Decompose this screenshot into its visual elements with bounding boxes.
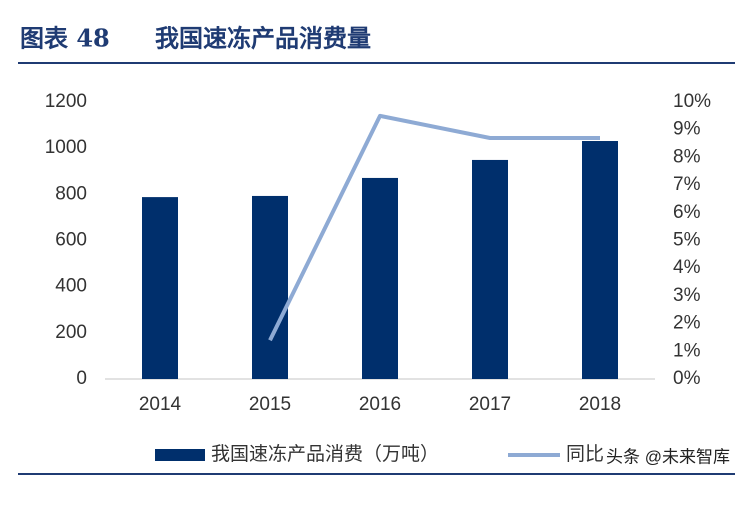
figure-label: 图表 48 [20, 24, 110, 53]
y2-tick-label: 6% [673, 202, 701, 223]
y-tick-label: 1200 [45, 91, 87, 112]
y-tick-label: 600 [55, 230, 87, 251]
bar [472, 159, 508, 379]
x-tick-label: 2017 [469, 394, 511, 415]
y2-tick-label: 0% [673, 368, 701, 389]
y2-tick-label: 7% [673, 174, 701, 195]
y2-tick-label: 2% [673, 313, 701, 334]
line [268, 113, 600, 342]
legend-label: 同比 [566, 443, 604, 465]
y2-tick-label: 9% [673, 119, 701, 140]
y2-tick-label: 5% [673, 230, 701, 251]
y2-tick-label: 10% [673, 91, 711, 112]
y-tick-label: 1000 [45, 137, 87, 158]
legend-label: 我国速冻产品消费（万吨） [211, 443, 439, 465]
legend-swatch [155, 449, 205, 461]
y-tick-label: 200 [55, 322, 87, 343]
x-tick-label: 2014 [139, 394, 182, 415]
y2-tick-label: 3% [673, 285, 701, 306]
x-tick-label: 2015 [249, 394, 291, 415]
bar [362, 177, 398, 379]
bar [252, 195, 288, 379]
y-tick-label: 0 [76, 368, 87, 389]
chart-title: 我国速冻产品消费量 [155, 24, 371, 53]
bar [142, 197, 178, 379]
bar [582, 141, 618, 379]
y2-tick-label: 4% [673, 257, 701, 278]
y2-tick-label: 1% [673, 340, 701, 361]
watermark: 头条 @未来智库 [606, 447, 730, 466]
x-tick-label: 2016 [359, 394, 401, 415]
y2-tick-label: 8% [673, 146, 701, 167]
x-tick-label: 2018 [579, 394, 621, 415]
y-tick-label: 400 [55, 276, 87, 297]
y-tick-label: 800 [55, 183, 87, 204]
